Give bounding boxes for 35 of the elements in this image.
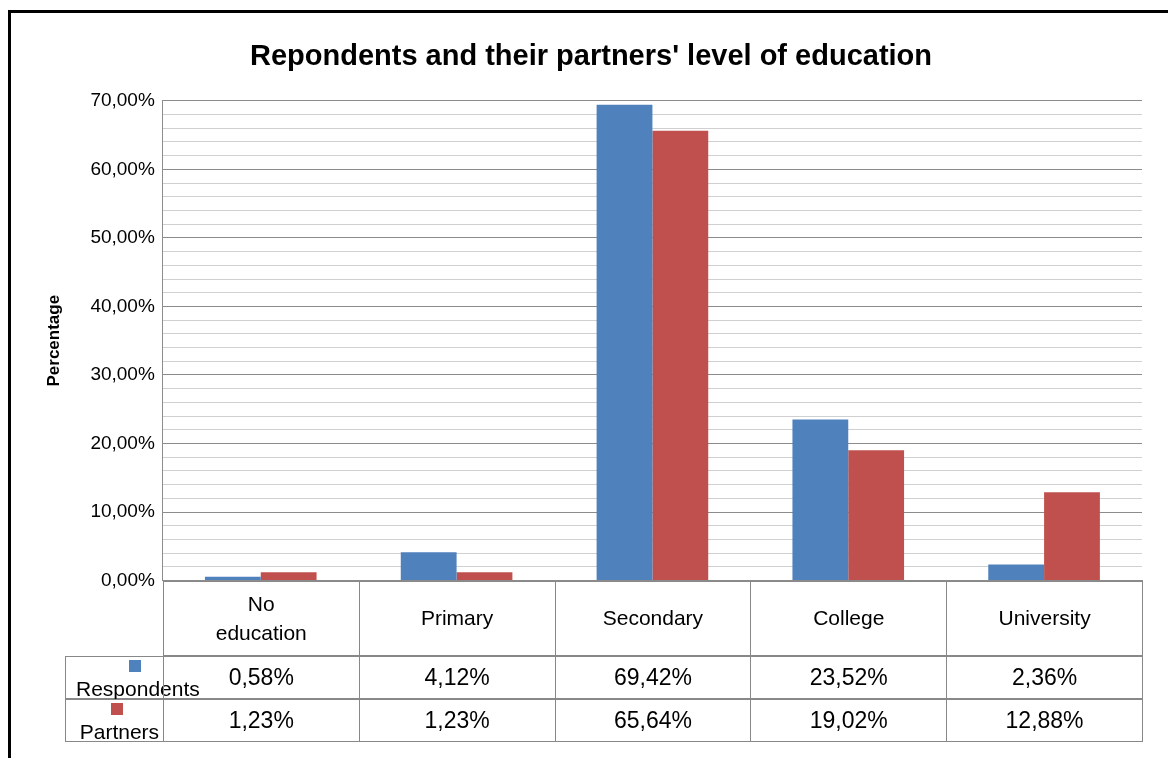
bar — [848, 450, 905, 581]
bar — [1044, 492, 1100, 581]
data-label: 1,23% — [358, 698, 556, 742]
chart-title: Repondents and their partners' level of education — [249, 39, 933, 72]
bar — [596, 104, 653, 581]
x-tick-label: College — [750, 580, 948, 656]
data-label: 19,02% — [750, 698, 948, 742]
y-tick-label: 70,00% — [90, 89, 155, 111]
data-label: 65,64% — [554, 698, 752, 742]
bar — [260, 572, 317, 581]
x-tick-label: Primary — [358, 580, 556, 656]
y-tick-label: 40,00% — [90, 294, 155, 316]
bar — [456, 572, 513, 581]
data-label: 12,88% — [946, 698, 1143, 742]
x-tick-label: No education — [162, 580, 360, 656]
y-tick-label: 30,00% — [90, 363, 155, 385]
y-tick-label: 60,00% — [90, 157, 155, 179]
y-tick-label: 50,00% — [90, 226, 155, 248]
bar — [400, 552, 457, 581]
data-label: 0,58% — [228, 663, 294, 690]
y-tick-label: 10,00% — [90, 500, 155, 522]
data-label: 4,12% — [358, 655, 556, 699]
y-tick-label: 0,00% — [100, 568, 155, 590]
data-label: 1,23% — [162, 698, 360, 742]
legend-label: Partners — [79, 720, 160, 744]
x-tick-label: University — [946, 580, 1143, 656]
x-tick-label: Secondary — [554, 580, 752, 656]
bar — [652, 130, 709, 581]
y-axis-title: Percentage — [43, 294, 63, 387]
data-label: 23,52% — [750, 655, 948, 699]
bar — [988, 564, 1045, 581]
bar — [792, 419, 849, 581]
y-tick-label: 20,00% — [90, 431, 155, 453]
data-label: 2,36% — [946, 655, 1143, 699]
data-label: 69,42% — [554, 655, 752, 699]
